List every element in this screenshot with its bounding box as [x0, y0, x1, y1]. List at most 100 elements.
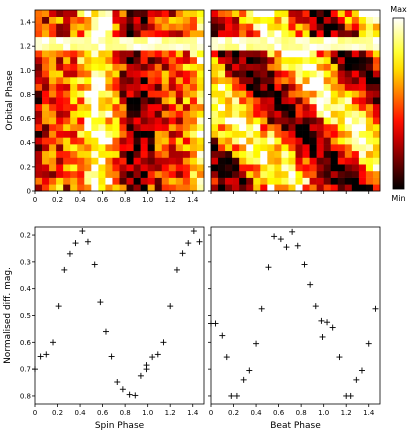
heatmap-cell: [63, 123, 71, 131]
heatmap-cell: [49, 123, 57, 131]
heatmap-cell: [330, 16, 339, 24]
data-point: [365, 340, 372, 347]
heatmap-cell: [161, 43, 170, 51]
heatmap-cell: [225, 56, 233, 64]
heatmap-cell: [63, 103, 71, 111]
heatmap-cell: [288, 43, 296, 51]
heatmap-cell: [77, 117, 85, 125]
heatmap-cell: [344, 123, 353, 131]
heatmap-cell: [182, 36, 191, 44]
heatmap-cell: [119, 77, 127, 85]
heatmap-cell: [344, 110, 353, 118]
heatmap-cell: [175, 137, 184, 145]
heatmap-cell: [189, 137, 198, 145]
heatmap-cell: [35, 184, 43, 192]
heatmap-cell: [70, 117, 78, 125]
heatmap-cell: [302, 170, 310, 178]
heatmap-cell: [316, 110, 324, 118]
heatmap-cell: [112, 36, 120, 44]
heatmap-cell: [211, 130, 219, 138]
heatmap-cell: [330, 10, 339, 17]
heatmap-cell: [175, 144, 184, 152]
heatmap-cell: [218, 170, 226, 178]
heatmap-cell: [288, 130, 296, 138]
heatmap-cell: [309, 63, 317, 71]
heatmap-cell: [281, 103, 289, 111]
heatmap-cell: [63, 77, 71, 85]
y-tick-label: 1.2: [20, 43, 31, 51]
heatmap-cell: [316, 70, 324, 78]
heatmap-cell: [49, 110, 57, 118]
heatmap-cell: [91, 150, 99, 158]
data-point: [149, 354, 156, 361]
heatmap-cell: [35, 157, 43, 165]
heatmap-cell: [63, 50, 71, 58]
y-tick-label: 0.8: [20, 392, 31, 400]
heatmap-cell: [365, 97, 374, 105]
heatmap-cell: [161, 103, 170, 111]
heatmap-cell: [323, 130, 332, 138]
heatmap-cell: [288, 97, 296, 105]
heatmap-cell: [56, 10, 64, 17]
heatmap-cell: [196, 16, 205, 24]
heatmap-panel-1: [35, 10, 205, 192]
heatmap-cell: [175, 77, 184, 85]
heatmap-cell: [154, 130, 163, 138]
heatmap-cell: [316, 56, 324, 64]
heatmap-cell: [246, 36, 254, 44]
heatmap-cell: [133, 36, 141, 44]
heatmap-cell: [253, 36, 261, 44]
heatmap-cell: [288, 23, 296, 31]
heatmap-cell: [365, 50, 374, 58]
data-point: [143, 362, 150, 369]
heatmap-cell: [126, 144, 134, 152]
heatmap-cell: [239, 63, 247, 71]
x-tick-label: 0.2: [228, 409, 239, 417]
heatmap-cell: [70, 144, 78, 152]
heatmap-cell: [330, 177, 339, 185]
heatmap-cell: [295, 137, 303, 145]
heatmap-cell: [175, 110, 184, 118]
heatmap-cell: [182, 123, 191, 131]
heatmap-cell: [225, 83, 233, 91]
x-tick-label: 1.2: [341, 409, 352, 417]
heatmap-cell: [133, 56, 141, 64]
heatmap-cell: [175, 43, 184, 51]
heatmap-cell: [77, 177, 85, 185]
heatmap-cell: [267, 130, 275, 138]
heatmap-cell: [126, 10, 134, 17]
data-point: [265, 264, 272, 271]
heatmap-cell: [288, 36, 296, 44]
data-point: [43, 351, 50, 358]
heatmap-cell: [260, 56, 268, 64]
heatmap-cell: [309, 144, 317, 152]
heatmap-cell: [211, 83, 219, 91]
heatmap-cell: [344, 83, 353, 91]
heatmap-cell: [316, 77, 324, 85]
heatmap-cell: [84, 30, 92, 38]
heatmap-cell: [98, 184, 106, 192]
heatmap-cell: [154, 177, 163, 185]
heatmap-cell: [105, 77, 113, 85]
heatmap-cell: [63, 16, 71, 24]
heatmap-cell: [372, 56, 381, 64]
heatmap-cell: [84, 36, 92, 44]
heatmap-cell: [232, 110, 240, 118]
heatmap-cell: [168, 144, 177, 152]
heatmap-cell: [98, 70, 106, 78]
heatmap-cell: [63, 10, 71, 17]
heatmap-cell: [77, 157, 85, 165]
heatmap-cell: [239, 10, 247, 17]
heatmap-cell: [161, 36, 170, 44]
heatmap-cell: [182, 16, 191, 24]
heatmap-cell: [344, 16, 353, 24]
heatmap-cell: [260, 10, 268, 17]
heatmap-cell: [147, 77, 156, 85]
heatmap-cell: [365, 83, 374, 91]
heatmap-cell: [295, 50, 303, 58]
heatmap-cell: [218, 177, 226, 185]
heatmap-cell: [175, 184, 184, 192]
heatmap-cell: [211, 90, 219, 98]
heatmap-cell: [119, 157, 127, 165]
heatmap-cell: [225, 130, 233, 138]
